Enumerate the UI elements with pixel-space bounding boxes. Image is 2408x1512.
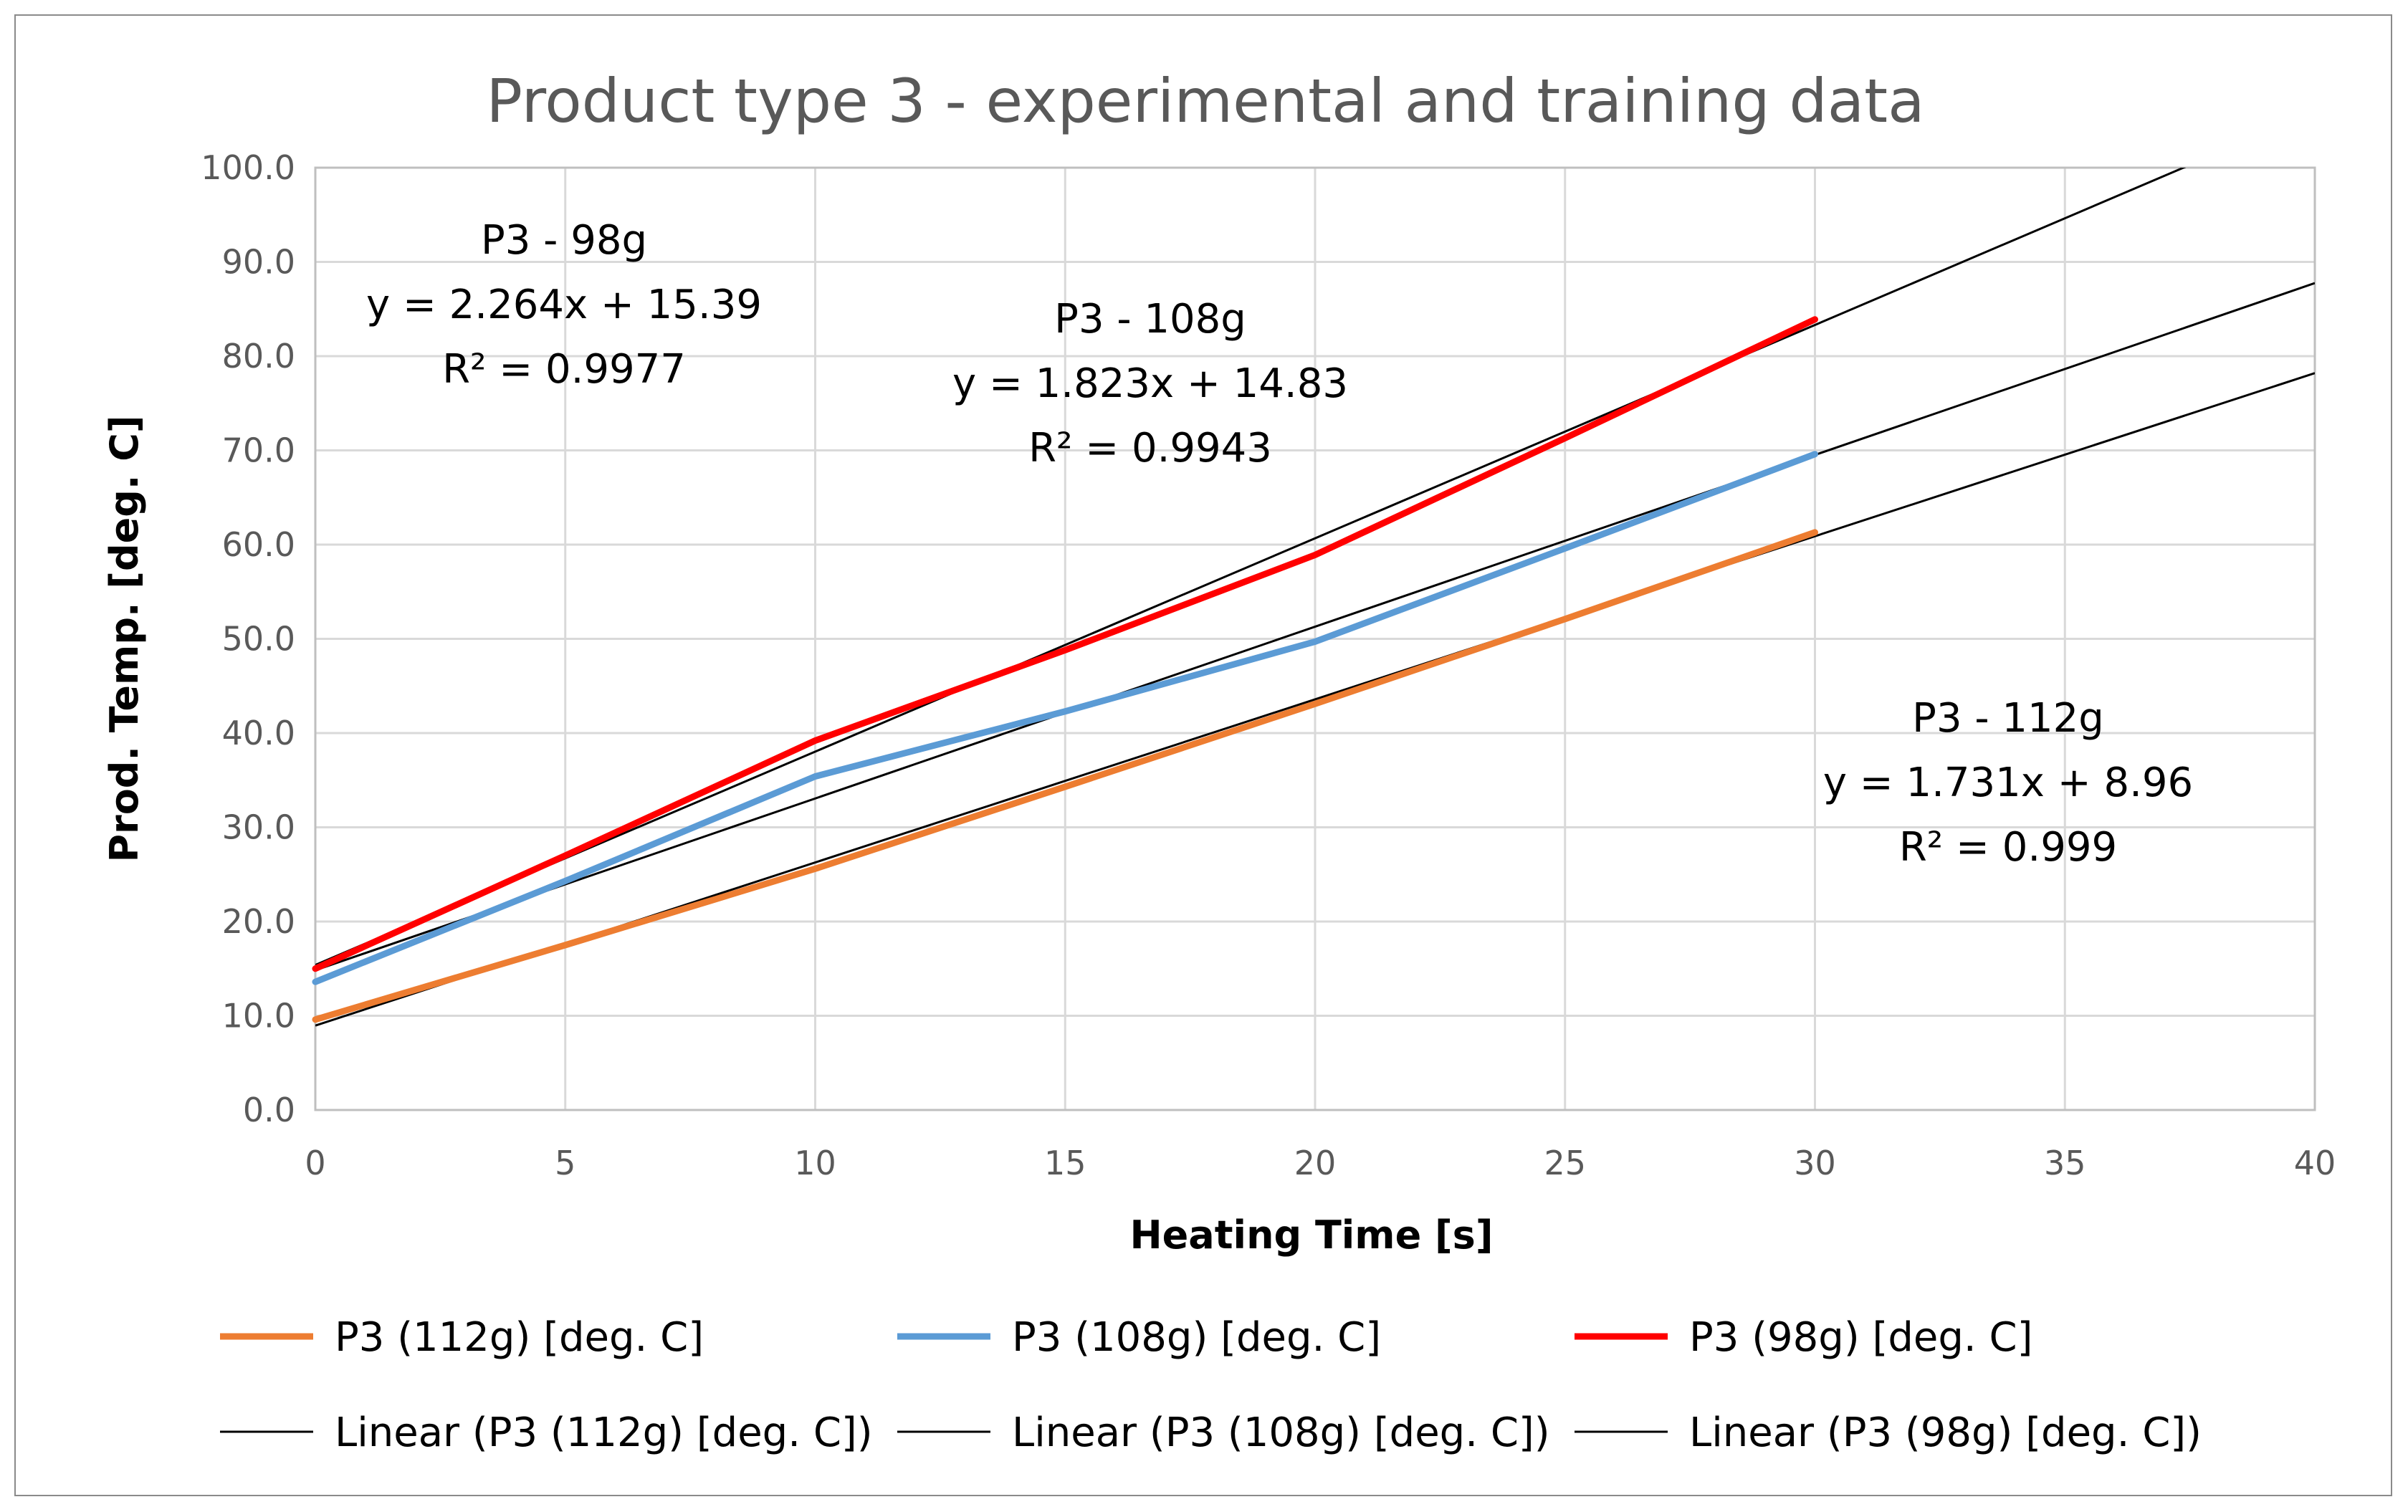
annotation-line: R² = 0.9977 bbox=[442, 346, 686, 393]
x-tick-label: 30 bbox=[1794, 1144, 1836, 1182]
plot-area-border bbox=[314, 166, 2316, 1111]
trendline-label-112g: P3 - 112g y = 1.731x + 8.96 R² = 0.999 bbox=[1823, 695, 2193, 871]
legend-label: P3 (108g) [deg. C] bbox=[1012, 1314, 1381, 1361]
y-tick-label: 30.0 bbox=[222, 808, 295, 847]
y-tick-label: 60.0 bbox=[222, 525, 295, 564]
legend-label: P3 (112g) [deg. C] bbox=[335, 1314, 704, 1361]
annotation-line: P3 - 98g bbox=[481, 217, 647, 264]
x-tick-label: 20 bbox=[1294, 1144, 1337, 1182]
x-tick-label: 5 bbox=[555, 1144, 575, 1182]
y-tick-label: 0.0 bbox=[243, 1091, 295, 1129]
legend-item: Linear (P3 (98g) [deg. C]) bbox=[1575, 1410, 2202, 1456]
y-tick-label: 100.0 bbox=[201, 148, 295, 187]
y-tick-label: 50.0 bbox=[222, 620, 295, 659]
trendline-label-108g: P3 - 108g y = 1.823x + 14.83 R² = 0.9943 bbox=[952, 296, 1348, 472]
annotation-line: P3 - 108g bbox=[1054, 296, 1246, 343]
annotation-line: y = 1.731x + 8.96 bbox=[1823, 760, 2193, 806]
y-tick-label: 10.0 bbox=[222, 997, 295, 1035]
y-axis-title: Prod. Temp. [deg. C] bbox=[102, 415, 147, 862]
legend-label: P3 (98g) [deg. C] bbox=[1689, 1314, 2032, 1361]
legend-item: P3 (98g) [deg. C] bbox=[1575, 1314, 2032, 1361]
legend: P3 (112g) [deg. C] P3 (108g) [deg. C] P3 (… bbox=[220, 1314, 2202, 1456]
x-tick-label: 0 bbox=[305, 1144, 325, 1182]
x-tick-label: 10 bbox=[794, 1144, 836, 1182]
legend-item: Linear (P3 (112g) [deg. C]) bbox=[220, 1410, 873, 1456]
chart-title: Product type 3 - experimental and traini… bbox=[486, 66, 1924, 136]
legend-item: Linear (P3 (108g) [deg. C]) bbox=[897, 1410, 1550, 1456]
chart-svg: 0.0 10.0 20.0 30.0 40.0 50.0 60.0 70.0 80.0 90.0 1… bbox=[102, 66, 2336, 1456]
annotation-line: R² = 0.9943 bbox=[1028, 425, 1272, 472]
plot-border bbox=[314, 166, 2316, 1111]
x-tick-label: 35 bbox=[2044, 1144, 2086, 1182]
y-tick-label: 40.0 bbox=[222, 714, 295, 752]
chart-frame: 0.0 10.0 20.0 30.0 40.0 50.0 60.0 70.0 80.0 90.0 1… bbox=[14, 14, 2392, 1496]
x-tick-label: 25 bbox=[1544, 1144, 1586, 1182]
series-line-2 bbox=[312, 316, 1818, 972]
annotation-line: y = 2.264x + 15.39 bbox=[366, 282, 762, 328]
legend-label: Linear (P3 (112g) [deg. C]) bbox=[335, 1410, 873, 1456]
annotation-line: P3 - 112g bbox=[1912, 695, 2104, 742]
annotation-line: R² = 0.999 bbox=[1899, 824, 2117, 871]
series-line-1 bbox=[312, 451, 1818, 985]
y-tick-label: 80.0 bbox=[222, 337, 295, 375]
x-axis-title: Heating Time [s] bbox=[1129, 1212, 1493, 1258]
legend-label: Linear (P3 (108g) [deg. C]) bbox=[1012, 1410, 1550, 1456]
trendline-1 bbox=[315, 282, 2315, 972]
series-line-0 bbox=[312, 529, 1818, 1023]
annotation-line: y = 1.823x + 14.83 bbox=[952, 360, 1348, 407]
x-tick-label: 15 bbox=[1044, 1144, 1086, 1182]
y-tick-label: 90.0 bbox=[222, 243, 295, 282]
y-tick-label: 70.0 bbox=[222, 431, 295, 470]
series-layer bbox=[312, 316, 1818, 1023]
tick-label-layer: 0.0 10.0 20.0 30.0 40.0 50.0 60.0 70.0 80.0 90.0 1… bbox=[201, 148, 2336, 1182]
legend-item: P3 (108g) [deg. C] bbox=[897, 1314, 1381, 1361]
legend-label: Linear (P3 (98g) [deg. C]) bbox=[1689, 1410, 2202, 1456]
trendline-2 bbox=[315, 168, 2187, 967]
legend-item: P3 (112g) [deg. C] bbox=[220, 1314, 704, 1361]
y-tick-label: 20.0 bbox=[222, 902, 295, 941]
trendline-label-98g: P3 - 98g y = 2.264x + 15.39 R² = 0.9977 bbox=[366, 217, 762, 393]
x-tick-label: 40 bbox=[2294, 1144, 2336, 1182]
